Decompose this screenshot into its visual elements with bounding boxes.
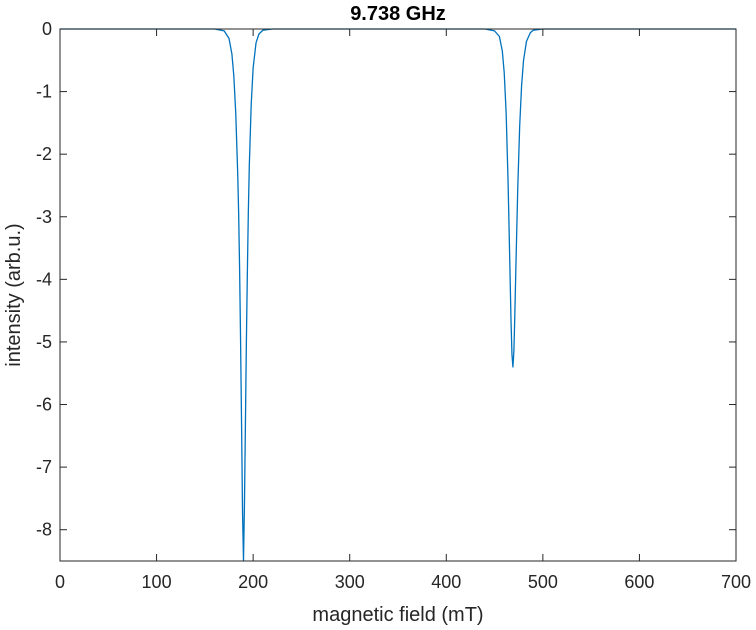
x-tick-label: 100 — [142, 572, 172, 592]
y-tick-label: -2 — [36, 144, 52, 164]
y-tick-label: -6 — [36, 395, 52, 415]
y-axis-label: intensity (arb.u.) — [3, 223, 25, 366]
x-tick-label: 500 — [528, 572, 558, 592]
x-tick-label: 300 — [335, 572, 365, 592]
y-tick-label: -7 — [36, 457, 52, 477]
x-tick-label: 200 — [238, 572, 268, 592]
axes-box — [59, 28, 737, 562]
x-tick-label: 400 — [431, 572, 461, 592]
x-axis-ticks: 0 100 200 300 400 500 600 700 — [55, 29, 751, 592]
x-tick-label: 700 — [721, 572, 751, 592]
y-tick-label: 0 — [42, 19, 52, 39]
x-axis-label: magnetic field (mT) — [312, 604, 483, 626]
y-tick-label: -5 — [36, 332, 52, 352]
plot-area — [60, 28, 736, 562]
y-tick-label: -8 — [36, 520, 52, 540]
x-tick-label: 600 — [624, 572, 654, 592]
y-axis-ticks: 0 -1 -2 -3 -4 -5 -6 -7 -8 — [36, 19, 736, 540]
y-tick-label: -4 — [36, 269, 52, 289]
series-line-0 — [60, 28, 736, 562]
y-tick-label: -3 — [36, 207, 52, 227]
x-tick-label: 0 — [55, 572, 65, 592]
y-tick-label: -1 — [36, 82, 52, 102]
chart-title: 9.738 GHz — [350, 3, 446, 25]
axes — [59, 28, 737, 562]
